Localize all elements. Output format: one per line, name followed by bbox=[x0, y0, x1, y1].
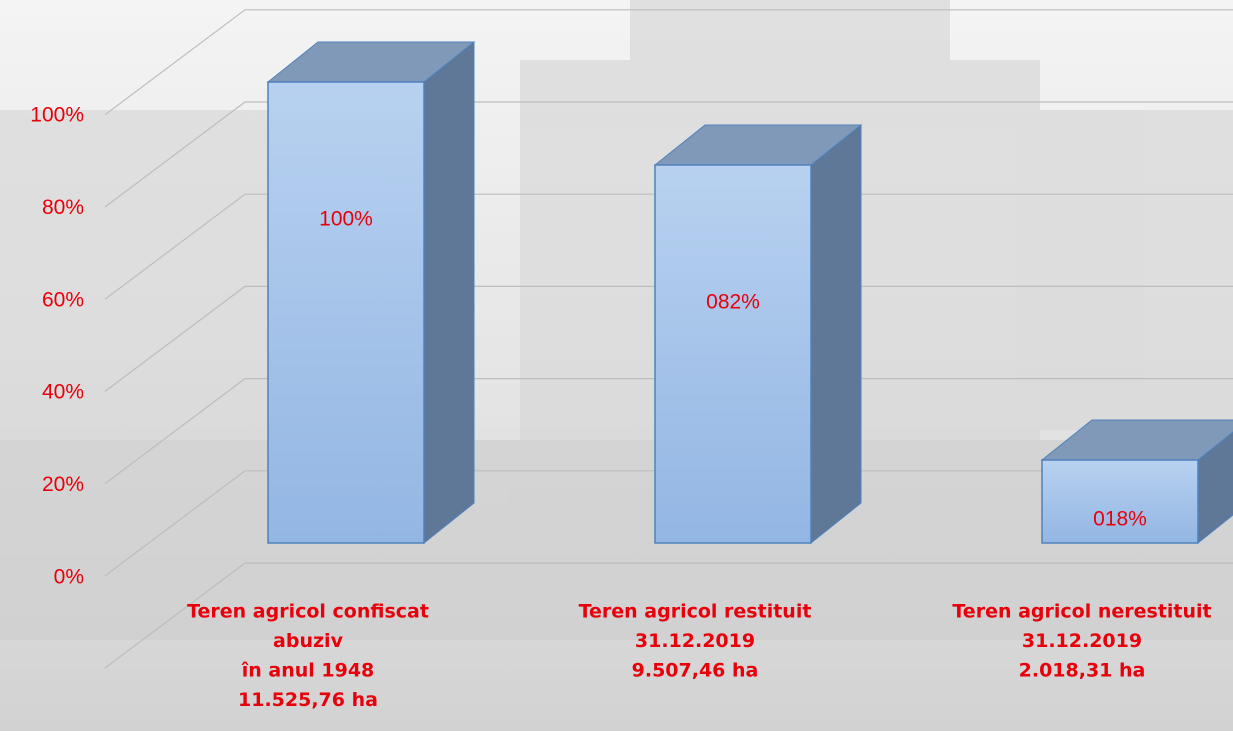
x-tick-label: Teren agricol nerestituit bbox=[952, 601, 1211, 623]
x-tick-label: 31.12.2019 bbox=[635, 630, 755, 652]
value-label: 100% bbox=[319, 208, 373, 231]
grid-line bbox=[104, 193, 1233, 300]
x-tick-label: Teren agricol restituit bbox=[579, 601, 812, 623]
y-tick-label: 40% bbox=[42, 381, 84, 404]
grid-line bbox=[104, 562, 1233, 669]
x-tick-label: 11.525,76 ha bbox=[238, 689, 378, 711]
y-tick-label: 60% bbox=[42, 288, 84, 311]
grid bbox=[104, 9, 1233, 669]
bar bbox=[267, 81, 425, 544]
bars bbox=[266, 40, 1233, 545]
grid-line bbox=[104, 470, 1233, 577]
labels: 0% 20% 40% 60% 80% 100% 100% Teren agricol conf… bbox=[30, 104, 1211, 711]
bar-side bbox=[423, 40, 475, 545]
y-tick-label: 100% bbox=[30, 104, 84, 127]
bar bbox=[654, 164, 812, 544]
y-tick-label: 0% bbox=[54, 566, 84, 589]
x-tick-label: 2.018,31 ha bbox=[1019, 660, 1146, 682]
value-label: 082% bbox=[706, 291, 760, 314]
value-label: 018% bbox=[1093, 508, 1147, 531]
x-tick-label: 31.12.2019 bbox=[1022, 630, 1142, 652]
bar bbox=[1041, 459, 1199, 544]
grid-line bbox=[104, 285, 1233, 392]
grid-line bbox=[104, 378, 1233, 485]
x-tick-label: în anul 1948 bbox=[241, 660, 375, 682]
x-tick-label: abuziv bbox=[273, 630, 344, 652]
wall-top bbox=[104, 9, 1233, 116]
bar-side bbox=[810, 123, 862, 545]
grid-line bbox=[104, 101, 1233, 208]
x-tick-label: 9.507,46 ha bbox=[632, 660, 759, 682]
building bbox=[0, 0, 1233, 640]
y-tick-label: 80% bbox=[42, 196, 84, 219]
y-tick-label: 20% bbox=[42, 473, 84, 496]
x-tick-label: Teren agricol confiscat bbox=[187, 601, 429, 623]
